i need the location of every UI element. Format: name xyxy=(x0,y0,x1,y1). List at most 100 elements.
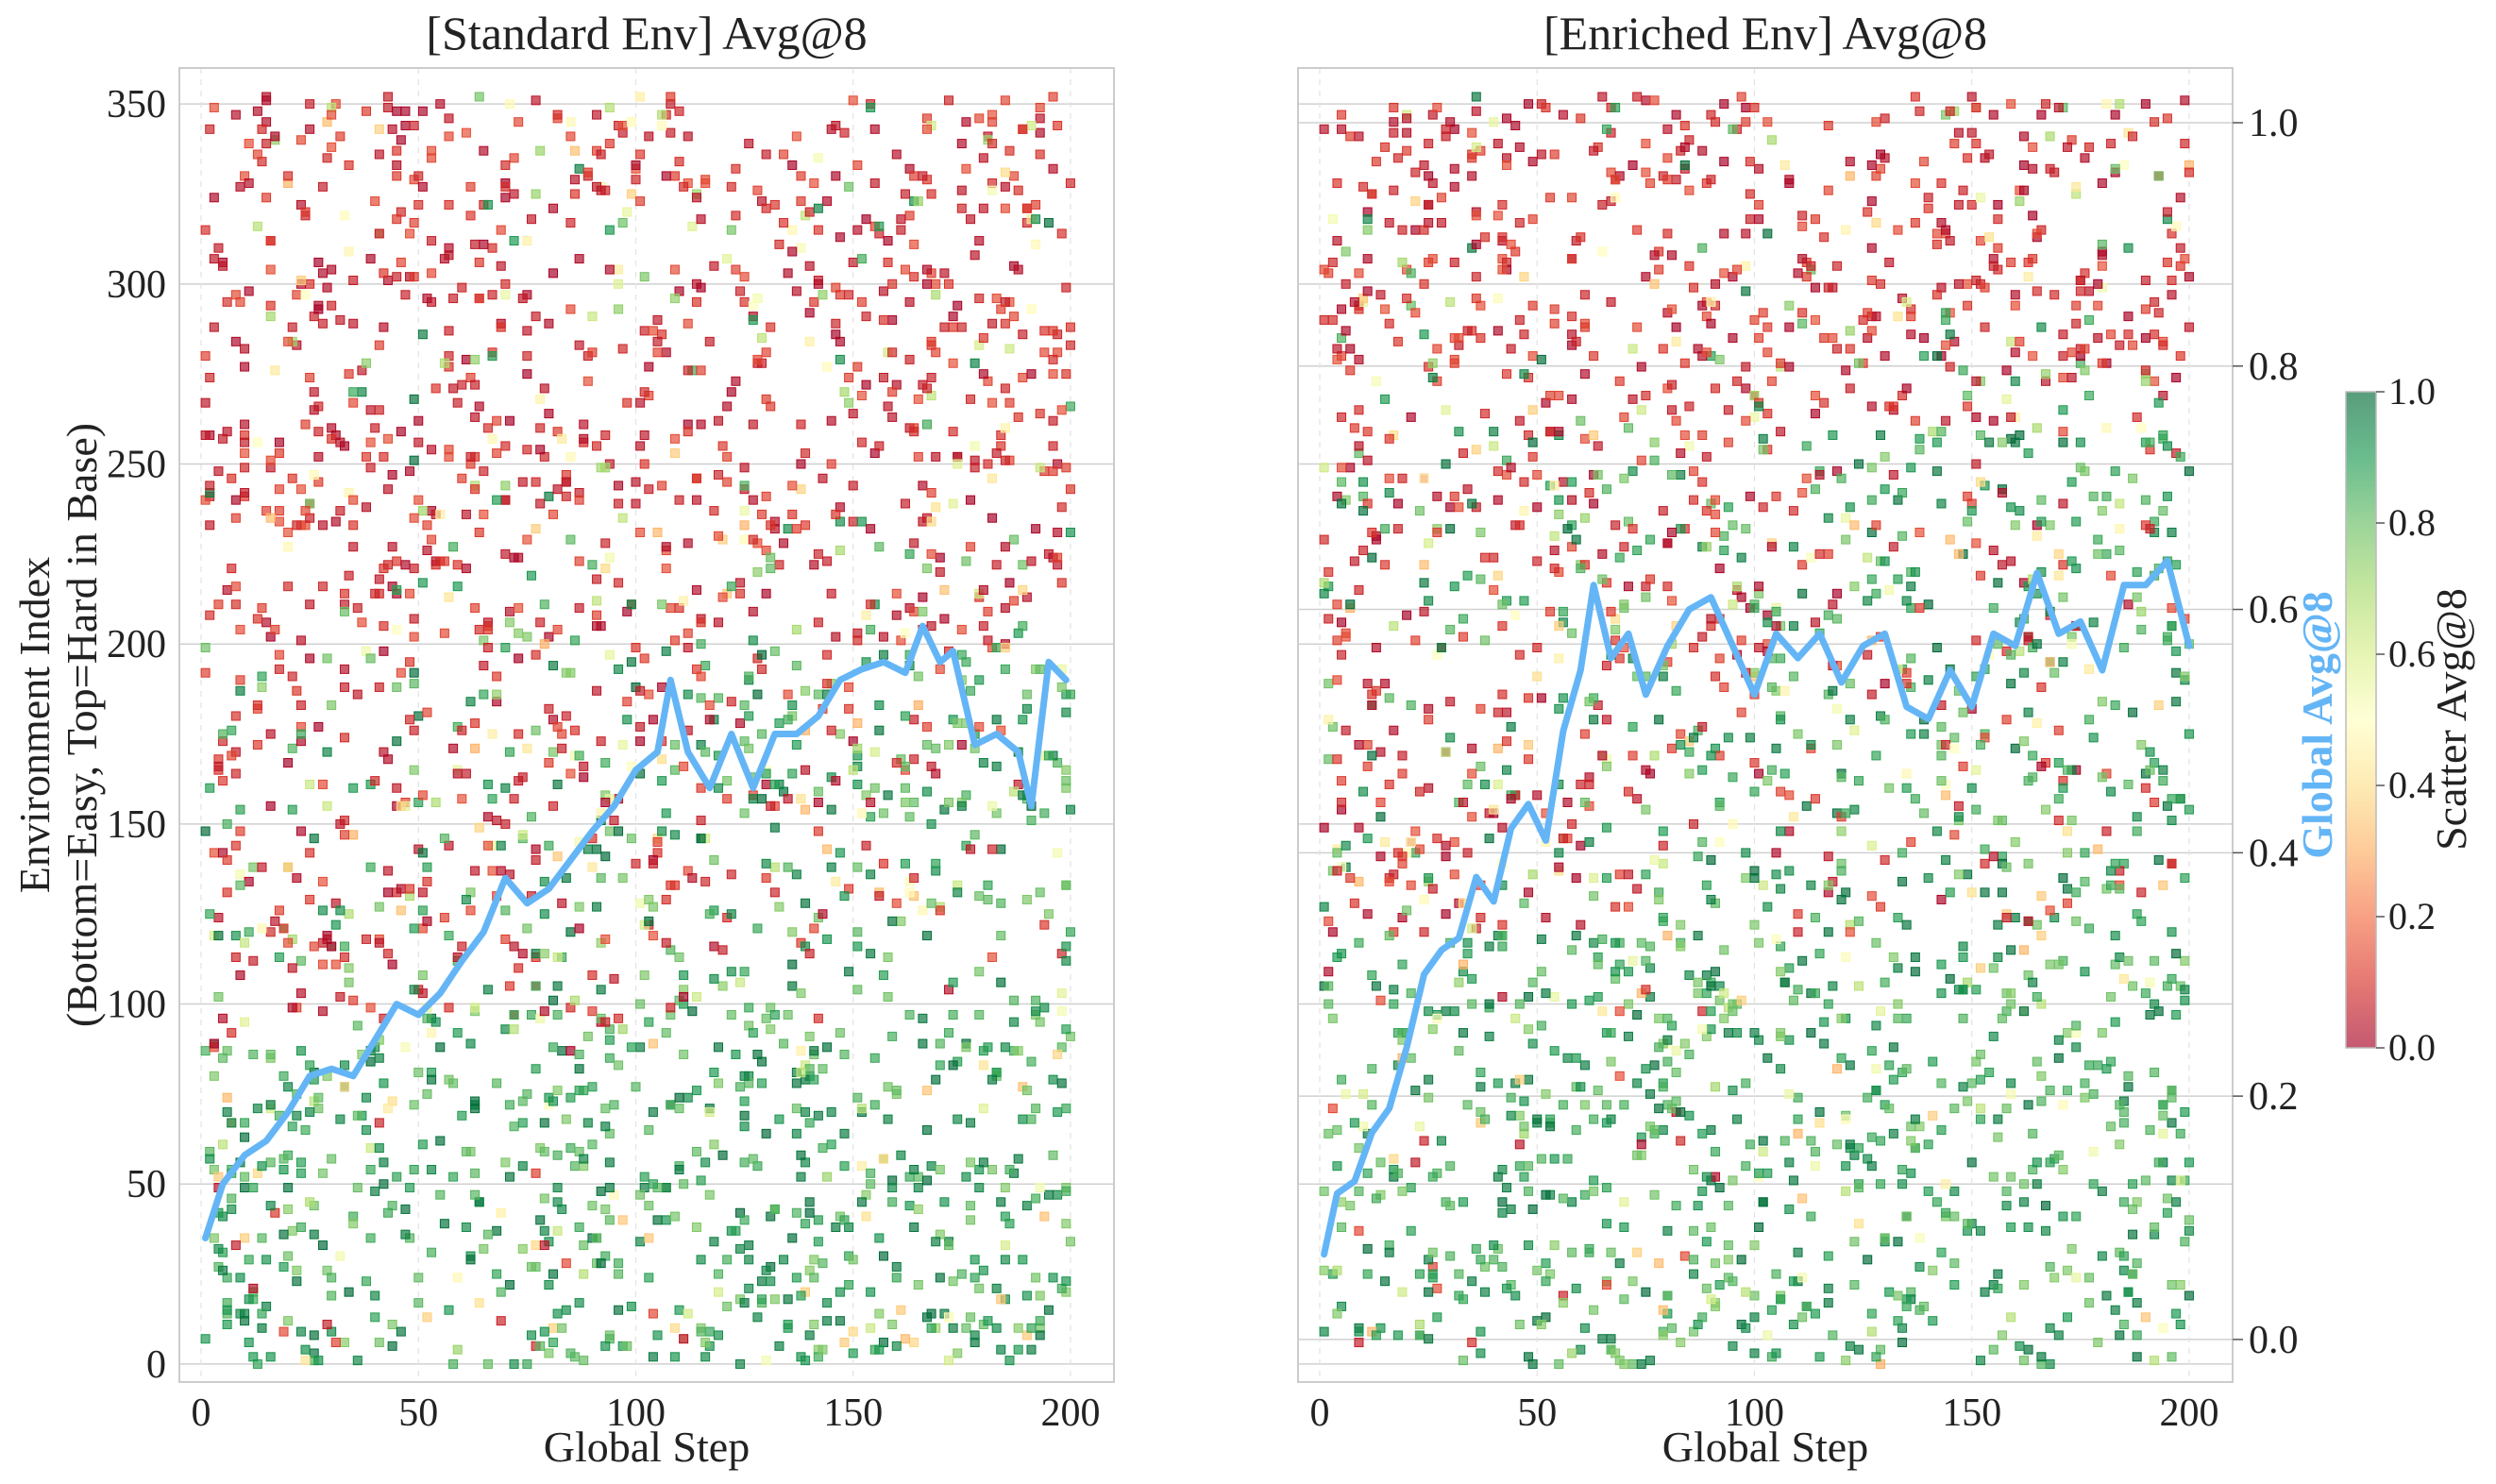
scatter-point xyxy=(317,779,328,789)
scatter-point xyxy=(448,1172,459,1182)
scatter-point xyxy=(1754,643,1764,653)
scatter-point xyxy=(1906,582,1916,592)
scatter-point xyxy=(696,783,706,793)
scatter-point xyxy=(1871,520,1881,531)
scatter-point xyxy=(1593,1086,1603,1096)
scatter-point xyxy=(1441,747,1451,757)
scatter-point xyxy=(1035,664,1045,674)
scatter-point xyxy=(1619,542,1629,552)
scatter-point xyxy=(2058,560,2068,570)
scatter-point xyxy=(614,304,624,314)
scatter-point xyxy=(1728,818,1738,829)
scatter-point xyxy=(422,916,432,926)
scatter-point xyxy=(370,423,380,433)
scatter-point xyxy=(1797,1312,1808,1323)
scatter-point xyxy=(713,1287,723,1297)
scatter-point xyxy=(482,1358,493,1369)
scatter-point xyxy=(574,1298,584,1308)
scatter-point xyxy=(909,754,919,765)
scatter-point xyxy=(639,326,649,336)
scatter-point xyxy=(1458,614,1468,624)
scatter-point xyxy=(696,419,706,430)
scatter-point xyxy=(1345,463,1356,473)
scatter-point xyxy=(2084,1273,2095,1283)
scatter-point xyxy=(1654,894,1664,904)
scatter-point xyxy=(1949,733,1960,743)
scatter-point xyxy=(2023,858,2033,868)
scatter-point xyxy=(726,225,736,235)
scatter-point xyxy=(430,1017,441,1027)
scatter-point xyxy=(1514,1139,1525,1150)
scatter-point xyxy=(283,1082,294,1092)
scatter-point xyxy=(1384,1247,1394,1257)
scatter-point xyxy=(713,531,723,541)
scatter-point xyxy=(1988,963,1998,973)
scatter-point xyxy=(2006,257,2016,267)
scatter-point xyxy=(1571,534,1581,545)
scatter-point xyxy=(348,318,359,329)
scatter-point xyxy=(761,347,771,358)
scatter-point xyxy=(1354,1143,1364,1154)
scatter-point xyxy=(704,1189,715,1200)
scatter-point xyxy=(265,455,276,465)
scatter-point xyxy=(300,207,311,217)
scatter-point xyxy=(1762,1330,1773,1341)
scatter-point xyxy=(1914,433,1925,444)
scatter-point xyxy=(1449,354,1459,364)
scatter-point xyxy=(2015,430,2025,440)
scatter-point xyxy=(956,739,967,750)
scatter-point xyxy=(1458,1028,1468,1038)
scatter-point xyxy=(887,1197,898,1207)
scatter-point xyxy=(1319,902,1329,912)
scatter-point xyxy=(1897,1179,1908,1189)
scatter-point xyxy=(427,268,437,278)
scatter-point xyxy=(948,1276,958,1287)
scatter-point xyxy=(1984,1068,1995,1078)
scatter-point xyxy=(1476,574,1486,584)
scatter-point xyxy=(1988,546,1998,556)
scatter-point xyxy=(1711,671,1721,682)
scatter-point xyxy=(379,621,389,632)
scatter-point xyxy=(470,1189,481,1200)
scatter-point xyxy=(1779,977,1790,987)
scatter-point xyxy=(617,739,628,750)
scatter-point xyxy=(500,934,511,944)
scatter-point xyxy=(548,1269,558,1279)
scatter-point xyxy=(1736,635,1746,646)
scatter-point xyxy=(209,1038,219,1049)
scatter-point xyxy=(2140,1175,2150,1186)
scatter-point xyxy=(696,693,706,703)
scatter-point xyxy=(452,397,463,408)
scatter-point xyxy=(1397,473,1408,483)
scatter-point xyxy=(365,1003,376,1013)
scatter-point xyxy=(2080,967,2090,977)
scatter-point xyxy=(392,1172,402,1182)
scatter-point xyxy=(1532,671,1543,682)
scatter-point xyxy=(452,1344,463,1355)
scatter-point xyxy=(1632,225,1643,235)
scatter-point xyxy=(1649,1125,1660,1136)
scatter-point xyxy=(1823,610,1833,620)
scatter-point xyxy=(227,564,237,574)
scatter-point xyxy=(1971,804,1982,815)
scatter-point xyxy=(918,1038,928,1049)
scatter-point xyxy=(909,239,919,249)
scatter-point xyxy=(2063,1312,2073,1323)
scatter-point xyxy=(1493,570,1503,581)
scatter-point xyxy=(1589,891,1599,902)
scatter-point xyxy=(1558,110,1568,120)
scatter-point xyxy=(796,794,806,804)
scatter-point xyxy=(1697,1024,1708,1035)
scatter-point xyxy=(791,624,801,634)
scatter-point xyxy=(587,1006,598,1017)
scatter-point xyxy=(944,95,954,106)
scatter-point xyxy=(1611,902,1621,912)
scatter-point xyxy=(735,286,745,296)
scatter-point xyxy=(283,171,294,181)
scatter-point xyxy=(1854,358,1864,368)
scatter-point xyxy=(1766,135,1777,145)
scatter-point xyxy=(801,1356,811,1366)
scatter-point xyxy=(2101,491,2112,501)
scatter-point xyxy=(248,1352,259,1362)
scatter-point xyxy=(1362,679,1373,689)
